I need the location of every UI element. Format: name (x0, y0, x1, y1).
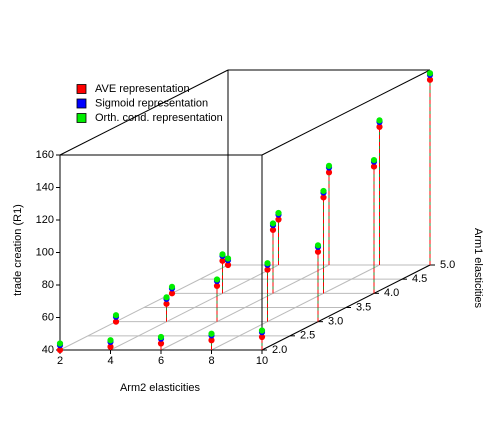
point (107, 337, 114, 344)
z-tick-label: 140 (36, 181, 54, 193)
y-tick-label: 2.5 (300, 330, 315, 342)
y-tick-label: 3.5 (356, 301, 371, 313)
point (168, 283, 176, 290)
legend-label: AVE representation (95, 83, 190, 95)
point (258, 327, 266, 334)
box-edge (261, 69, 431, 156)
legend-swatch (76, 84, 87, 94)
legend-label: Orth. cond. representation (95, 112, 223, 124)
x-axis-label: Arm2 elasticities (120, 382, 201, 394)
point (56, 340, 64, 347)
point (208, 330, 215, 337)
x-tick-label: 6 (158, 355, 164, 367)
point (325, 162, 333, 169)
point (219, 251, 226, 258)
point (370, 156, 378, 164)
point (157, 333, 165, 341)
z-tick-label: 120 (36, 214, 54, 226)
legend-label: Sigmoid representation (95, 97, 208, 109)
z-axis-label: trade creation (R1) (12, 204, 24, 296)
point (376, 117, 383, 124)
x-tick-label: 10 (256, 355, 268, 367)
z-tick-label: 100 (36, 246, 54, 258)
point (269, 220, 277, 227)
y-tick-label: 4.0 (384, 287, 399, 299)
x-tick-label: 2 (57, 355, 63, 367)
y-tick-label: 3.0 (328, 316, 343, 328)
legend-swatch (76, 113, 87, 123)
x-tick-label: 8 (208, 355, 214, 367)
point (275, 209, 282, 217)
point (163, 294, 170, 301)
legend-swatch (76, 98, 87, 109)
y-axis-label: Arm1 elasticities (472, 228, 484, 309)
point (112, 312, 120, 319)
y-tick-label: 2.0 (272, 344, 287, 356)
box-edge (59, 69, 229, 156)
y-tick-label: 5.0 (440, 259, 455, 271)
point (314, 242, 322, 249)
point (426, 70, 434, 77)
z-tick-label: 40 (42, 344, 54, 356)
point (320, 187, 327, 195)
z-tick-label: 60 (42, 311, 54, 323)
z-tick-label: 160 (36, 149, 54, 161)
point (264, 260, 271, 267)
point (224, 255, 232, 262)
point (213, 276, 221, 283)
z-tick-label: 80 (42, 279, 54, 291)
x-tick-label: 4 (107, 355, 113, 367)
y-tick-label: 4.5 (412, 273, 427, 285)
